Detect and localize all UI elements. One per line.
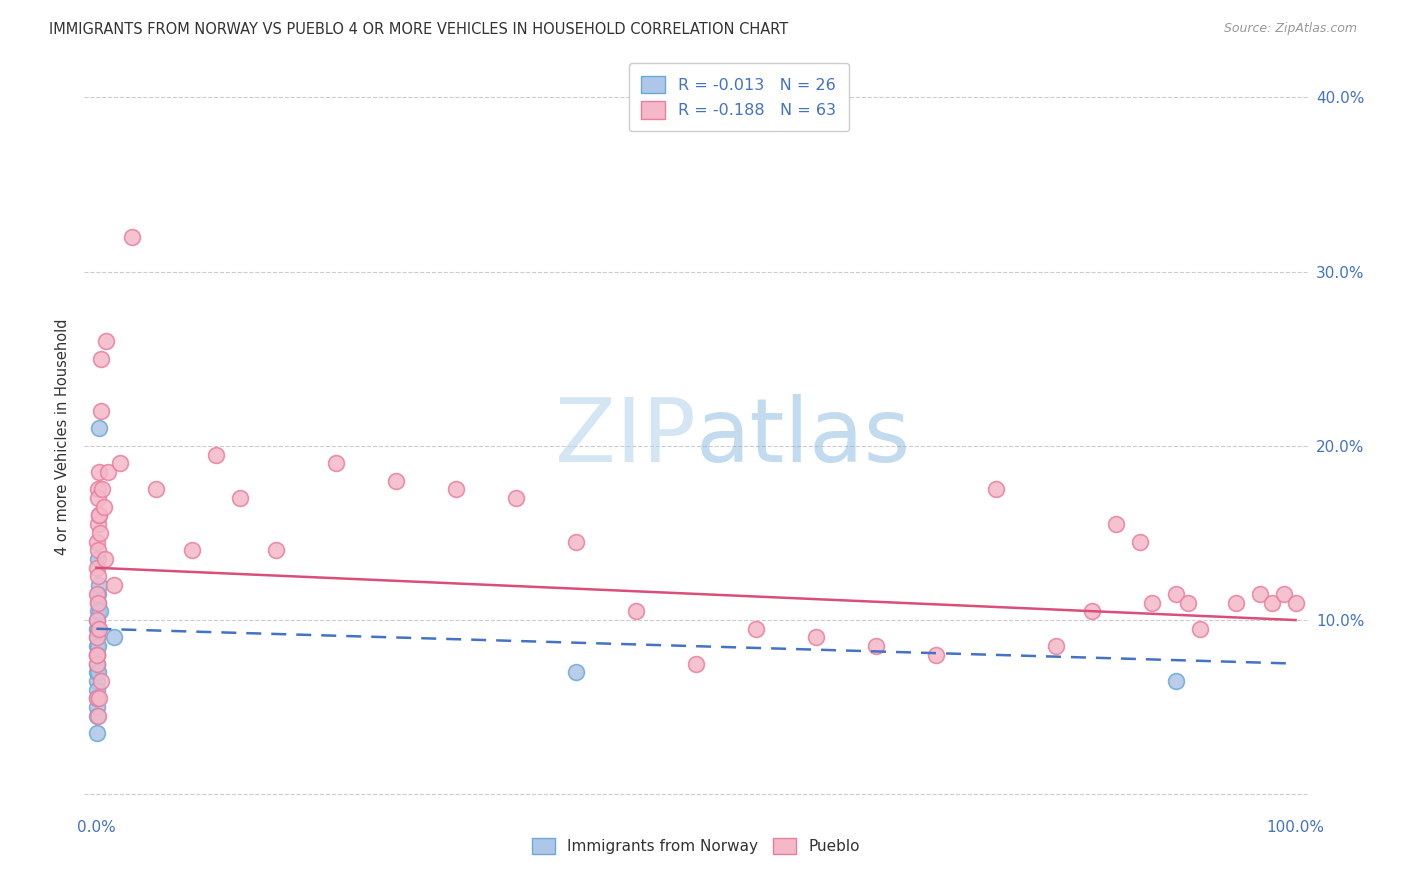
Point [89, 604, 111, 618]
Point [86, 631, 108, 645]
Point [86, 613, 108, 627]
Point [87, 508, 110, 523]
Point [90, 673, 112, 688]
Point [97, 465, 120, 479]
Point [121, 229, 143, 244]
Point [505, 491, 527, 505]
Point [87, 543, 110, 558]
Text: atlas: atlas [696, 393, 911, 481]
Point [205, 448, 228, 462]
Point [86, 561, 108, 575]
Text: IMMIGRANTS FROM NORWAY VS PUEBLO 4 OR MORE VEHICLES IN HOUSEHOLD CORRELATION CHA: IMMIGRANTS FROM NORWAY VS PUEBLO 4 OR MO… [49, 22, 789, 37]
Point [87, 596, 110, 610]
Point [181, 543, 204, 558]
Point [91, 483, 114, 497]
Point [87, 421, 110, 435]
Point [444, 483, 467, 497]
Point [1045, 639, 1067, 653]
Point [1284, 596, 1306, 610]
Point [87, 587, 110, 601]
Point [90, 351, 112, 366]
Point [865, 639, 887, 653]
Point [229, 491, 252, 505]
Point [86, 700, 108, 714]
Point [1140, 596, 1163, 610]
Point [145, 483, 167, 497]
Point [87, 604, 110, 618]
Point [87, 491, 110, 505]
Point [385, 474, 408, 488]
Point [925, 648, 948, 662]
Point [804, 631, 827, 645]
Point [1105, 517, 1128, 532]
Point [90, 404, 112, 418]
Point [1188, 622, 1211, 636]
Point [86, 639, 108, 653]
Point [87, 691, 110, 706]
Point [94, 334, 117, 349]
Point [685, 657, 707, 671]
Point [1225, 596, 1247, 610]
Point [87, 622, 110, 636]
Point [86, 691, 108, 706]
Point [1129, 534, 1152, 549]
Point [86, 691, 108, 706]
Point [89, 525, 111, 540]
Point [87, 552, 110, 566]
Point [264, 543, 287, 558]
Point [89, 508, 111, 523]
Point [86, 622, 108, 636]
Point [93, 552, 117, 566]
Point [86, 673, 108, 688]
Text: Source: ZipAtlas.com: Source: ZipAtlas.com [1223, 22, 1357, 36]
Point [86, 726, 108, 740]
Point [86, 648, 108, 662]
Point [565, 665, 588, 680]
Point [89, 578, 111, 592]
Point [86, 639, 108, 653]
Point [87, 517, 110, 532]
Legend: Immigrants from Norway, Pueblo: Immigrants from Norway, Pueblo [526, 831, 866, 860]
Point [325, 456, 347, 470]
Point [1260, 596, 1282, 610]
Point [1164, 673, 1187, 688]
Point [86, 613, 108, 627]
Point [624, 604, 647, 618]
Point [86, 657, 108, 671]
Point [103, 578, 125, 592]
Point [87, 465, 110, 479]
Point [86, 534, 108, 549]
Point [87, 622, 110, 636]
Point [1080, 604, 1102, 618]
Point [103, 631, 125, 645]
Y-axis label: 4 or more Vehicles in Household: 4 or more Vehicles in Household [55, 318, 70, 556]
Point [86, 648, 108, 662]
Point [1272, 587, 1295, 601]
Point [86, 657, 108, 671]
Point [1249, 587, 1271, 601]
Point [1177, 596, 1199, 610]
Point [86, 709, 108, 723]
Text: ZIP: ZIP [555, 393, 696, 481]
Point [745, 622, 768, 636]
Point [86, 631, 108, 645]
Point [86, 665, 108, 680]
Point [86, 569, 108, 583]
Point [565, 534, 588, 549]
Point [984, 483, 1007, 497]
Point [86, 596, 108, 610]
Point [1164, 587, 1187, 601]
Point [86, 648, 108, 662]
Point [86, 587, 108, 601]
Point [86, 483, 108, 497]
Point [93, 500, 115, 514]
Point [87, 709, 110, 723]
Point [110, 456, 132, 470]
Point [86, 665, 108, 680]
Point [86, 682, 108, 697]
